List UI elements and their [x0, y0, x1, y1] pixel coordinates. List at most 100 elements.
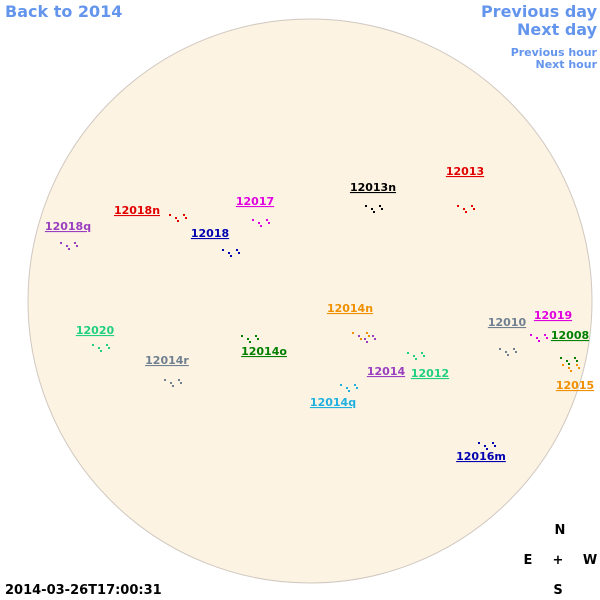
- spot: [364, 338, 366, 340]
- spot: [108, 347, 110, 349]
- spot: [346, 387, 348, 389]
- spot: [258, 222, 260, 224]
- spot: [576, 364, 578, 366]
- spot: [185, 217, 187, 219]
- spot: [471, 205, 473, 207]
- spot: [574, 357, 576, 359]
- region-label: 12020: [76, 324, 115, 337]
- spot: [513, 348, 515, 350]
- region-label: 12016m: [456, 450, 506, 463]
- spot: [505, 351, 507, 353]
- spot: [260, 225, 262, 227]
- region-label: 12013n: [350, 181, 396, 194]
- spot: [578, 367, 580, 369]
- prev-hour-link[interactable]: Previous hour: [511, 46, 598, 59]
- spot: [465, 211, 467, 213]
- spot: [463, 208, 465, 210]
- spot: [252, 219, 254, 221]
- spot: [494, 445, 496, 447]
- spot: [228, 252, 230, 254]
- spot: [249, 341, 251, 343]
- region-label: 12008: [551, 329, 589, 342]
- spot: [266, 219, 268, 221]
- region-label: 12018q: [45, 220, 91, 233]
- spot: [568, 367, 570, 369]
- spot: [175, 217, 177, 219]
- spot: [366, 332, 368, 334]
- next-day-link[interactable]: Next day: [517, 20, 598, 39]
- spot: [76, 245, 78, 247]
- region-label: 12012: [411, 367, 449, 380]
- spot: [177, 220, 179, 222]
- spot: [374, 338, 376, 340]
- timestamp: 2014-03-26T17:00:31: [5, 583, 162, 598]
- spot: [546, 337, 548, 339]
- region-label: 12010: [488, 316, 527, 329]
- solar-disk: [27, 18, 593, 584]
- spot: [100, 350, 102, 352]
- spot: [68, 248, 70, 250]
- spot: [560, 357, 562, 359]
- spot: [576, 360, 578, 362]
- region-label: 12018n: [114, 204, 160, 217]
- back-link[interactable]: Back to 2014: [5, 2, 122, 21]
- spot: [570, 370, 572, 372]
- regions: 12013 12013n 12018n 12017 12018q 12018 12014n 1…: [45, 165, 594, 463]
- spot: [499, 348, 501, 350]
- spot: [358, 335, 360, 337]
- spot: [236, 249, 238, 251]
- spot: [562, 364, 564, 366]
- region-label: 12018: [191, 227, 229, 240]
- spot: [178, 379, 180, 381]
- spot: [492, 442, 494, 444]
- spot: [544, 334, 546, 336]
- spot: [98, 347, 100, 349]
- region-label: 12014r: [145, 354, 189, 367]
- spot: [381, 208, 383, 210]
- region-label: 12014n: [327, 302, 373, 315]
- spot: [373, 211, 375, 213]
- spot: [352, 332, 354, 334]
- spot: [407, 352, 409, 354]
- spot: [230, 255, 232, 257]
- spot: [568, 363, 570, 365]
- spot: [106, 344, 108, 346]
- compass-n: N: [555, 523, 566, 538]
- spot: [372, 335, 374, 337]
- spot: [486, 448, 488, 450]
- spot: [241, 335, 243, 337]
- region-label: 12014o: [241, 345, 287, 358]
- spot: [379, 205, 381, 207]
- spot: [169, 214, 171, 216]
- spot: [478, 442, 480, 444]
- compass-e: E: [524, 553, 533, 568]
- spot: [413, 355, 415, 357]
- region-label: 12017: [236, 195, 274, 208]
- spot: [507, 354, 509, 356]
- spot: [515, 351, 517, 353]
- spot: [170, 382, 172, 384]
- spot: [566, 360, 568, 362]
- spot: [536, 337, 538, 339]
- spot: [340, 384, 342, 386]
- prev-day-link[interactable]: Previous day: [481, 2, 598, 21]
- spot: [247, 338, 249, 340]
- spot: [360, 338, 362, 340]
- spot: [415, 358, 417, 360]
- next-hour-link[interactable]: Next hour: [536, 58, 598, 71]
- spot: [538, 340, 540, 342]
- spot: [238, 252, 240, 254]
- spot: [368, 335, 370, 337]
- spot: [268, 222, 270, 224]
- compass-w: W: [583, 553, 597, 568]
- compass-s: S: [553, 583, 562, 598]
- spot: [257, 338, 259, 340]
- spot: [348, 390, 350, 392]
- region-label: 12014q: [310, 396, 356, 409]
- region-label: 12015: [556, 379, 594, 392]
- spot: [66, 245, 68, 247]
- spot: [473, 208, 475, 210]
- region-label: 12014: [367, 365, 406, 378]
- spot: [457, 205, 459, 207]
